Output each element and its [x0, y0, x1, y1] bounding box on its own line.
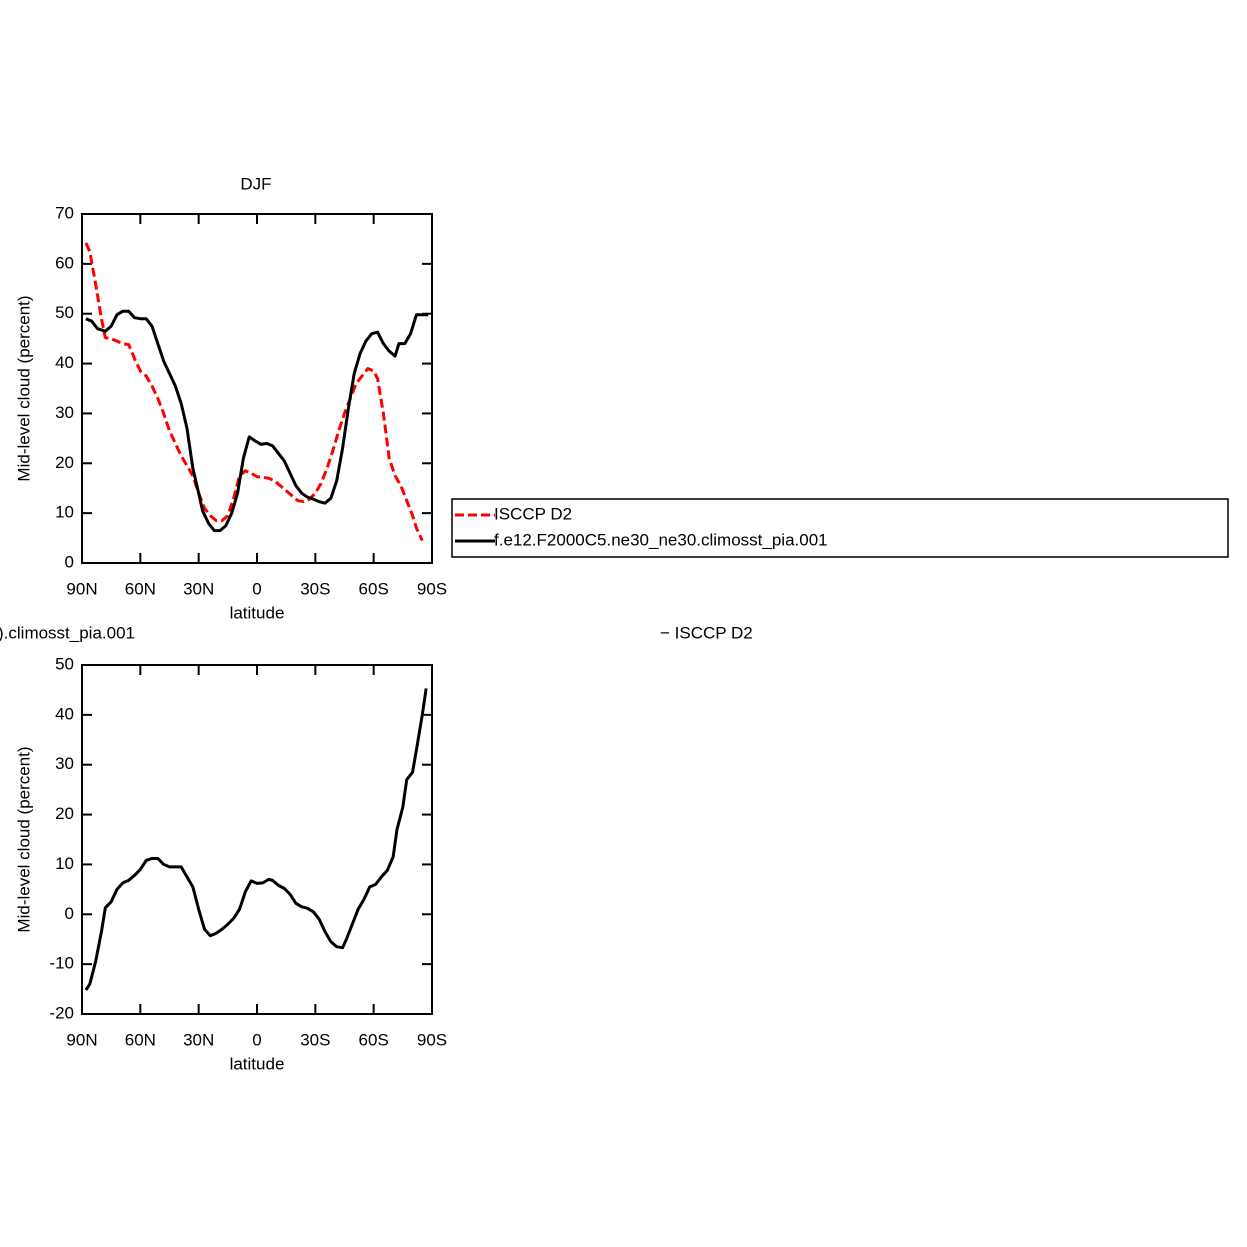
chart-title-left: ).climosst_pia.001 [0, 623, 135, 642]
y-tick-label: -20 [49, 1003, 74, 1022]
x-tick-label: 30S [300, 1030, 330, 1049]
plot-frame [81, 664, 433, 1015]
y-tick-label: 20 [55, 804, 74, 823]
x-tick-label: 90N [66, 579, 97, 598]
x-tick-label: 0 [252, 1030, 261, 1049]
x-tick-label: 30S [300, 579, 330, 598]
x-axis-label: latitude [230, 1054, 285, 1073]
legend-label: ISCCP D2 [494, 504, 572, 523]
x-tick-label: 90S [417, 1030, 447, 1049]
legend-label: f.e12.F2000C5.ne30_ne30.climosst_pia.001 [494, 530, 828, 549]
y-tick-label: 60 [55, 253, 74, 272]
y-tick-label: 50 [55, 654, 74, 673]
x-tick-label: 60N [125, 1030, 156, 1049]
y-tick-label: 40 [55, 704, 74, 723]
y-tick-label: 70 [55, 203, 74, 222]
x-tick-label: 60N [125, 579, 156, 598]
x-tick-label: 30N [183, 1030, 214, 1049]
x-tick-label: 90N [66, 1030, 97, 1049]
y-tick-label: -10 [49, 954, 74, 973]
y-tick-label: 30 [55, 403, 74, 422]
x-tick-label: 60S [359, 1030, 389, 1049]
y-tick-label: 10 [55, 854, 74, 873]
x-tick-label: 0 [252, 579, 261, 598]
chart-title: DJF [240, 174, 271, 193]
x-tick-label: 30N [183, 579, 214, 598]
chart-title-right: − ISCCP D2 [660, 623, 753, 642]
x-tick-label: 60S [359, 579, 389, 598]
y-tick-label: 50 [55, 303, 74, 322]
y-tick-label: 0 [65, 904, 74, 923]
y-tick-label: 30 [55, 754, 74, 773]
data-line [84, 688, 428, 991]
x-axis-label: latitude [230, 603, 285, 622]
data-line [84, 242, 424, 542]
y-axis-label: Mid-level cloud (percent) [14, 295, 33, 481]
y-tick-label: 40 [55, 353, 74, 372]
y-tick-label: 10 [55, 503, 74, 522]
x-tick-label: 90S [417, 579, 447, 598]
legend-box [451, 498, 1229, 558]
y-tick-label: 20 [55, 453, 74, 472]
data-line [85, 309, 429, 533]
y-tick-label: 0 [65, 552, 74, 571]
y-axis-label: Mid-level cloud (percent) [14, 746, 33, 932]
